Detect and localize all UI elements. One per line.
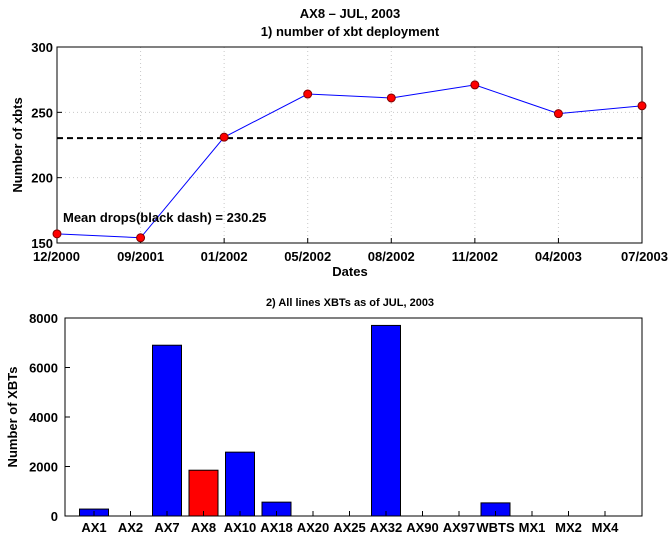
bar-chart-ylabel: Number of XBTs xyxy=(5,367,20,468)
data-point xyxy=(52,229,62,239)
bar-chart-title: 2) All lines XBTs as of JUL, 2003 xyxy=(266,297,434,309)
data-point xyxy=(386,93,396,103)
y-tick-label: 4000 xyxy=(29,410,58,425)
x-tick-label: AX90 xyxy=(406,520,439,535)
x-tick-label: MX2 xyxy=(555,520,582,535)
x-tick-label: 11/2002 xyxy=(452,249,498,264)
data-point xyxy=(219,132,229,142)
x-tick-label: AX25 xyxy=(333,520,366,535)
figure-suptitle: AX8 – JUL, 2003 xyxy=(300,6,400,21)
x-tick-label: 01/2002 xyxy=(201,249,248,264)
x-tick-label: 05/2002 xyxy=(284,249,331,264)
deployment-series-line xyxy=(56,84,643,239)
x-tick-label: AX32 xyxy=(370,520,403,535)
x-tick-label: AX1 xyxy=(81,520,106,535)
data-point xyxy=(553,109,563,119)
x-tick-label: 07/2003 xyxy=(621,249,668,264)
y-tick-label: 6000 xyxy=(29,361,58,376)
y-tick-label: 0 xyxy=(51,509,58,524)
x-tick-label: AX18 xyxy=(260,520,293,535)
bar-chart: 2) All lines XBTs as of JUL, 2003 0 2000 4… xyxy=(5,297,643,535)
bar xyxy=(225,451,255,517)
x-tick-label: AX10 xyxy=(224,520,257,535)
line-chart-ylabel: Number of xbts xyxy=(10,97,25,192)
deployment-series-points xyxy=(52,80,647,243)
x-tick-label: WBTS xyxy=(476,520,515,535)
data-point xyxy=(637,101,647,111)
bar-chart-bars xyxy=(79,324,511,517)
x-tick-label: MX4 xyxy=(592,520,620,535)
bar xyxy=(371,324,401,517)
line-chart-y-ticks: 150 200 250 300 xyxy=(31,40,62,251)
data-point xyxy=(136,233,146,243)
y-tick-label: 300 xyxy=(31,40,53,55)
data-point xyxy=(303,89,313,99)
x-tick-label: 09/2001 xyxy=(117,249,164,264)
data-point xyxy=(470,80,480,90)
bar xyxy=(152,344,182,517)
x-tick-label: MX1 xyxy=(519,520,546,535)
x-tick-label: AX7 xyxy=(154,520,179,535)
y-tick-label: 200 xyxy=(31,171,53,186)
y-tick-label: 8000 xyxy=(29,311,58,326)
line-chart-axes-box xyxy=(56,46,643,244)
x-tick-label: AX2 xyxy=(118,520,143,535)
bar-chart-x-ticks: AX1 AX2 AX7 AX8 AX10 AX18 AX20 AX25 AX32 AX90 AX97… xyxy=(81,511,619,535)
line-chart-xlabel: Dates xyxy=(332,264,367,279)
line-chart: AX8 – JUL, 2003 1) number of xbt deploym… xyxy=(10,6,668,279)
line-chart-x-ticks: 12/2000 09/2001 01/2002 05/2002 08/2002 11/20… xyxy=(33,238,668,264)
y-tick-label: 150 xyxy=(31,236,53,251)
bar-chart-axes-box xyxy=(64,317,643,517)
x-tick-label: AX97 xyxy=(443,520,476,535)
line-chart-title: 1) number of xbt deployment xyxy=(261,24,440,39)
bar xyxy=(188,469,219,517)
x-tick-label: AX8 xyxy=(191,520,216,535)
y-tick-label: 250 xyxy=(31,105,53,120)
bar-chart-y-ticks: 0 2000 4000 6000 8000 xyxy=(29,311,70,524)
mean-annotation: Mean drops(black dash) = 230.25 xyxy=(63,210,266,225)
x-tick-label: 08/2002 xyxy=(368,249,415,264)
x-tick-label: AX20 xyxy=(297,520,330,535)
y-tick-label: 2000 xyxy=(29,460,58,475)
x-tick-label: 04/2003 xyxy=(535,249,582,264)
x-tick-label: 12/2000 xyxy=(33,249,80,264)
